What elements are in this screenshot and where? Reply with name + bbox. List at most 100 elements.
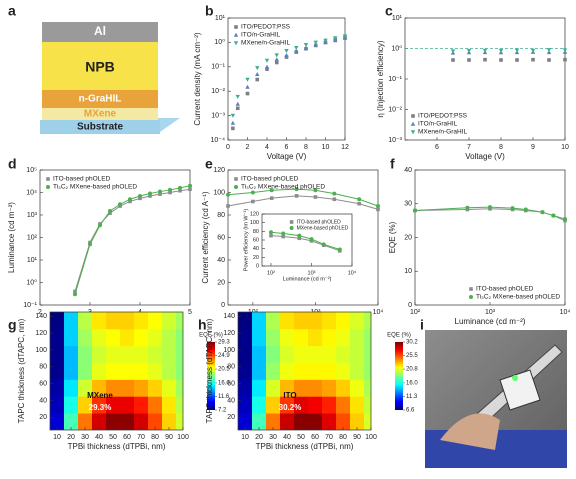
heatmap-cell xyxy=(148,362,163,380)
marker xyxy=(303,42,309,47)
heatmap-cell xyxy=(106,413,121,430)
heatmap-cell xyxy=(336,328,351,347)
marker xyxy=(108,211,112,216)
heatmap-cell xyxy=(266,379,281,397)
heatmap-cell xyxy=(148,312,163,330)
legend-label: MXene/n-GraHIL xyxy=(241,40,291,47)
heatmap-cell xyxy=(106,396,121,414)
heatmap-cell xyxy=(266,345,281,363)
y-tick-label: 120 xyxy=(223,330,235,337)
x-tick-label: 10² xyxy=(267,270,275,276)
x-tick-label: 12 xyxy=(341,144,349,151)
marker xyxy=(562,48,568,53)
panel-label: d xyxy=(8,156,17,172)
heatmap-cell xyxy=(280,413,295,430)
marker xyxy=(313,40,318,45)
x-tick-label: 20 xyxy=(255,434,263,441)
heatmap-cell xyxy=(176,328,183,347)
heatmap-cell xyxy=(134,379,149,397)
heatmap-cells xyxy=(50,312,183,430)
marker xyxy=(158,192,162,196)
marker xyxy=(269,196,274,200)
legend-marker xyxy=(469,287,473,291)
y-tick-label: 40 xyxy=(404,167,412,174)
marker xyxy=(269,188,274,193)
marker xyxy=(499,58,503,62)
marker xyxy=(510,206,515,211)
heatmap-cell xyxy=(50,328,65,347)
heatmap-cell xyxy=(280,379,295,397)
x-axis-label: TPBi thickness (dTPBi, nm) xyxy=(68,442,166,451)
y-tick-label: 10 xyxy=(404,268,412,275)
y-tick-label: 10² xyxy=(27,234,38,241)
y-tick-label: 120 xyxy=(35,330,47,337)
heatmap-cell xyxy=(350,312,365,330)
y-tick-label: 10⁰ xyxy=(391,44,402,52)
marker xyxy=(333,36,338,41)
marker xyxy=(547,58,551,62)
annotation: ITO xyxy=(283,391,296,400)
heatmap-cell xyxy=(336,312,351,330)
x-tick-label: 10³ xyxy=(308,270,316,276)
marker xyxy=(245,84,250,89)
heatmap-cell xyxy=(50,413,65,430)
y-tick-label: 10⁰ xyxy=(214,38,225,46)
marker xyxy=(515,58,519,62)
marker xyxy=(138,196,142,201)
heatmap-cell xyxy=(50,362,65,380)
x-tick-label: 30 xyxy=(81,434,89,441)
legend-label: ITO-based phOLED xyxy=(241,176,299,183)
x-tick-label: 30 xyxy=(269,434,277,441)
heatmap-cell xyxy=(64,362,79,380)
legend-label: Ti₃C₂ MXene-based phOLED xyxy=(241,184,325,191)
panel-label: b xyxy=(205,3,214,19)
x-tick-label: 10 xyxy=(322,144,330,151)
x-axis-label: Luminance (cd m⁻²) xyxy=(455,317,526,326)
legend-marker xyxy=(289,220,294,224)
heatmap-cell xyxy=(50,345,65,363)
heatmap-cell xyxy=(78,413,93,430)
plot-frame xyxy=(404,17,566,141)
x-axis-label: TPBi thickness (dTPBi, nm) xyxy=(256,442,354,451)
x-tick-label: 10² xyxy=(410,309,421,316)
heatmap-cell xyxy=(252,362,267,380)
marker xyxy=(230,120,236,125)
marker xyxy=(323,38,328,43)
marker xyxy=(245,77,250,82)
heatmap-cell xyxy=(280,362,295,380)
heatmap-cell xyxy=(238,312,253,330)
y-tick-label: 10³ xyxy=(27,212,38,219)
heatmap-cell xyxy=(120,328,135,347)
x-tick-label: 80 xyxy=(339,434,347,441)
y-tick-label: 20 xyxy=(39,414,47,421)
legend-label: ITO/PEDOT:PSS xyxy=(241,24,291,31)
heatmap-cell xyxy=(364,396,371,414)
marker xyxy=(498,48,504,53)
colorbar-tick-label: 30.2 xyxy=(406,340,418,346)
y-tick-label: 60 xyxy=(217,234,225,241)
marker xyxy=(264,64,270,69)
heatmap-cell xyxy=(280,328,295,347)
marker xyxy=(413,208,417,213)
heatmap-cell xyxy=(294,362,309,380)
heatmap-cell xyxy=(238,362,253,380)
panel-label: e xyxy=(205,156,213,172)
y-axis-label: Current density (mA cm⁻²) xyxy=(193,32,202,125)
legend-marker xyxy=(469,295,473,299)
heatmap-cell xyxy=(78,345,93,363)
legend-label: ITO/n-GraHIL xyxy=(418,121,458,128)
heatmap-cell xyxy=(336,413,351,430)
heatmap-cell xyxy=(266,328,281,347)
marker xyxy=(466,48,472,53)
legend-marker xyxy=(410,130,416,135)
marker xyxy=(269,233,273,238)
y-tick-label: 100 xyxy=(35,347,47,354)
x-tick-label: 60 xyxy=(123,434,131,441)
photo-device-sheet xyxy=(499,369,541,411)
y-tick-label: 10⁻⁴ xyxy=(211,137,226,144)
layer-substrate-front xyxy=(40,120,160,134)
y-tick-label: 120 xyxy=(213,167,225,174)
heatmap-cell xyxy=(266,396,281,414)
marker xyxy=(482,48,488,53)
